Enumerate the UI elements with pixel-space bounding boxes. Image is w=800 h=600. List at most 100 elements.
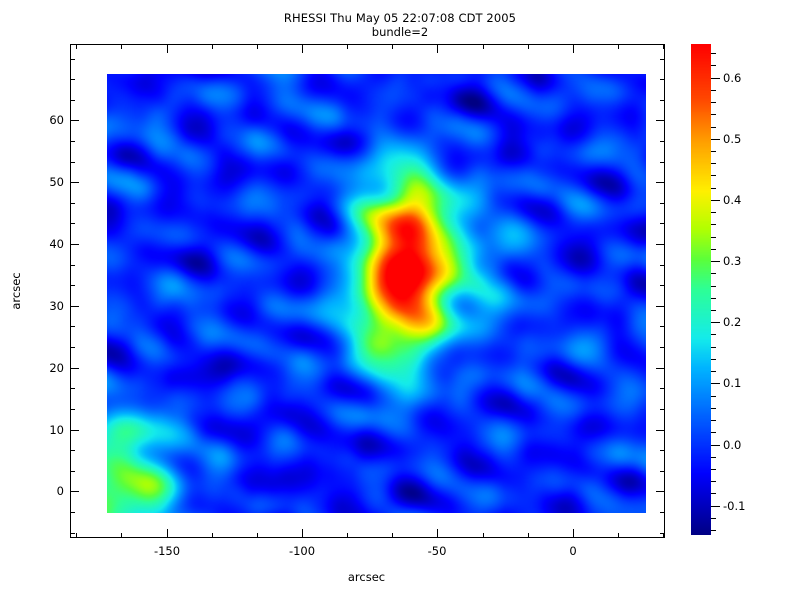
x-tick-label: -150 — [153, 544, 181, 558]
y-tick-minor — [70, 59, 75, 60]
figure-subtitle: bundle=2 — [371, 25, 429, 39]
x-tick-minor — [618, 44, 619, 49]
x-tick-minor — [392, 533, 393, 538]
x-tick-major — [437, 44, 438, 53]
x-tick-minor — [483, 533, 484, 538]
x-tick-major — [302, 44, 303, 53]
y-tick-minor — [660, 203, 665, 204]
colorbar-tick-minor — [711, 249, 716, 250]
y-tick-minor — [70, 285, 75, 286]
colorbar-tick-minor — [711, 347, 716, 348]
y-tick-minor — [660, 409, 665, 410]
colorbar-tick-major — [711, 322, 720, 323]
x-tick-minor — [212, 533, 213, 538]
colorbar-tick-label: 0.4 — [723, 193, 742, 207]
y-tick-minor — [70, 512, 75, 513]
y-tick-minor — [660, 512, 665, 513]
y-tick-label: 50 — [49, 175, 64, 189]
colorbar-tick-minor — [711, 530, 716, 531]
y-tick-minor — [70, 265, 75, 266]
y-tick-major — [70, 244, 79, 245]
y-tick-minor — [660, 59, 665, 60]
figure-title: RHESSI Thu May 05 22:07:08 CDT 2005 — [283, 11, 517, 25]
y-tick-minor — [70, 347, 75, 348]
y-tick-minor — [70, 450, 75, 451]
y-tick-minor — [660, 347, 665, 348]
y-tick-major — [70, 430, 79, 431]
y-tick-minor — [70, 326, 75, 327]
colorbar-tick-minor — [711, 469, 716, 470]
x-tick-major — [302, 529, 303, 538]
colorbar-tick-label: 0.2 — [723, 315, 742, 329]
x-tick-minor — [76, 533, 77, 538]
colorbar-tick-label: 0.6 — [723, 71, 742, 85]
colorbar-tick-minor — [711, 359, 716, 360]
y-tick-minor — [70, 162, 75, 163]
y-tick-major — [656, 491, 665, 492]
colorbar-tick-minor — [711, 396, 716, 397]
colorbar-tick-major — [711, 383, 720, 384]
colorbar-tick-minor — [711, 432, 716, 433]
colorbar-tick-major — [711, 78, 720, 79]
y-tick-major — [70, 306, 79, 307]
y-tick-label: 60 — [49, 113, 64, 127]
x-tick-minor — [663, 533, 664, 538]
colorbar-tick-major — [711, 261, 720, 262]
y-tick-minor — [660, 265, 665, 266]
x-tick-minor — [212, 44, 213, 49]
colorbar-tick-label: 0.3 — [723, 254, 742, 268]
x-tick-label: 0 — [569, 544, 577, 558]
x-tick-minor — [257, 533, 258, 538]
y-tick-major — [656, 430, 665, 431]
y-tick-minor — [660, 79, 665, 80]
colorbar-tick-minor — [711, 334, 716, 335]
x-tick-major — [573, 529, 574, 538]
x-tick-major — [167, 529, 168, 538]
colorbar-tick-minor — [711, 53, 716, 54]
colorbar-tick-minor — [711, 273, 716, 274]
x-tick-minor — [528, 533, 529, 538]
y-tick-major — [656, 244, 665, 245]
colorbar-tick-minor — [711, 175, 716, 176]
x-tick-minor — [76, 44, 77, 49]
x-tick-minor — [121, 533, 122, 538]
y-tick-minor — [660, 450, 665, 451]
x-tick-major — [167, 44, 168, 53]
colorbar-tick-label: -0.1 — [723, 499, 746, 513]
colorbar-tick-label: 0.0 — [723, 438, 742, 452]
y-tick-minor — [70, 409, 75, 410]
y-tick-minor — [70, 533, 75, 534]
y-tick-minor — [660, 100, 665, 101]
y-tick-minor — [660, 223, 665, 224]
x-tick-label: -50 — [427, 544, 447, 558]
y-tick-minor — [70, 388, 75, 389]
y-tick-minor — [70, 100, 75, 101]
y-tick-label: 0 — [56, 484, 64, 498]
colorbar-tick-label: 0.1 — [723, 376, 742, 390]
y-tick-minor — [70, 79, 75, 80]
y-tick-minor — [70, 141, 75, 142]
x-tick-minor — [618, 533, 619, 538]
colorbar-tick-minor — [711, 420, 716, 421]
colorbar-tick-minor — [711, 188, 716, 189]
y-tick-label: 30 — [49, 299, 64, 313]
colorbar-tick-minor — [711, 481, 716, 482]
y-tick-minor — [660, 326, 665, 327]
x-tick-label: -100 — [288, 544, 316, 558]
colorbar-tick-label: 0.5 — [723, 132, 742, 146]
colorbar-tick-minor — [711, 518, 716, 519]
colorbar-tick-minor — [711, 408, 716, 409]
y-tick-major — [656, 368, 665, 369]
colorbar: -0.1 0.0 0.1 0.2 0.3 0.4 0.5 0.6 — [691, 44, 745, 535]
colorbar-tick-minor — [711, 65, 716, 66]
colorbar-tick-minor — [711, 493, 716, 494]
y-axis-label: arcsec — [9, 272, 23, 310]
x-tick-minor — [347, 533, 348, 538]
colorbar-tick-major — [711, 445, 720, 446]
colorbar-tick-minor — [711, 286, 716, 287]
x-tick-major — [573, 44, 574, 53]
y-tick-minor — [660, 388, 665, 389]
y-tick-major — [656, 182, 665, 183]
colorbar-tick-minor — [711, 212, 716, 213]
colorbar-tick-minor — [711, 163, 716, 164]
